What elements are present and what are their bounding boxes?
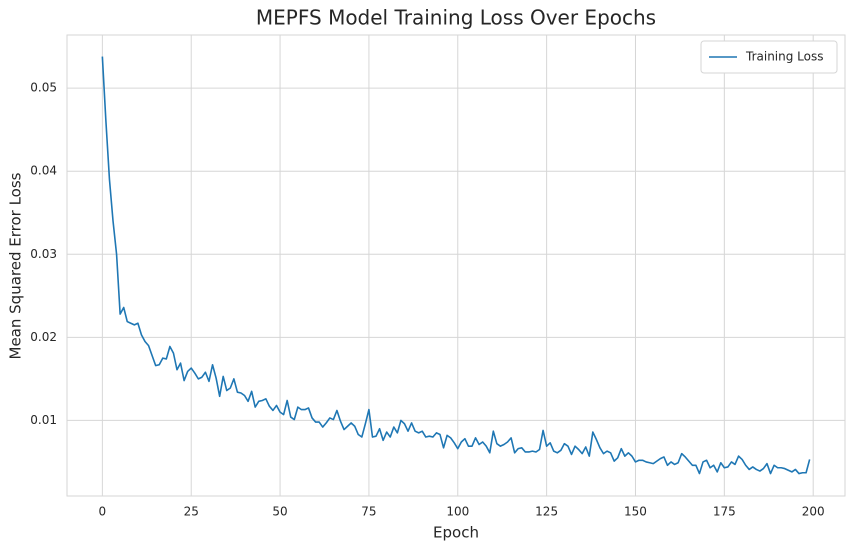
x-tick-label: 75 [361,505,376,519]
y-tick-label: 0.04 [30,164,57,178]
x-axis-label: Epoch [433,524,479,542]
chart-title: MEPFS Model Training Loss Over Epochs [256,6,656,30]
x-tick-label: 150 [624,505,647,519]
x-tick-label: 25 [184,505,199,519]
x-tick-label: 0 [99,505,107,519]
y-axis-label: Mean Squared Error Loss [7,172,25,359]
legend-box [700,40,838,74]
y-tick-label: 0.02 [30,330,57,344]
x-tick-label: 100 [446,505,469,519]
x-tick-label: 175 [713,505,736,519]
plot-frame [66,34,846,497]
x-tick-label: 200 [802,505,825,519]
legend-label: Training Loss [745,50,823,64]
y-tick-label: 0.01 [30,413,57,427]
y-tick-label: 0.03 [30,247,57,261]
x-tick-label: 50 [272,505,287,519]
x-tick-label: 125 [535,505,558,519]
loss-line [101,56,811,475]
y-tick-label: 0.05 [30,81,57,95]
